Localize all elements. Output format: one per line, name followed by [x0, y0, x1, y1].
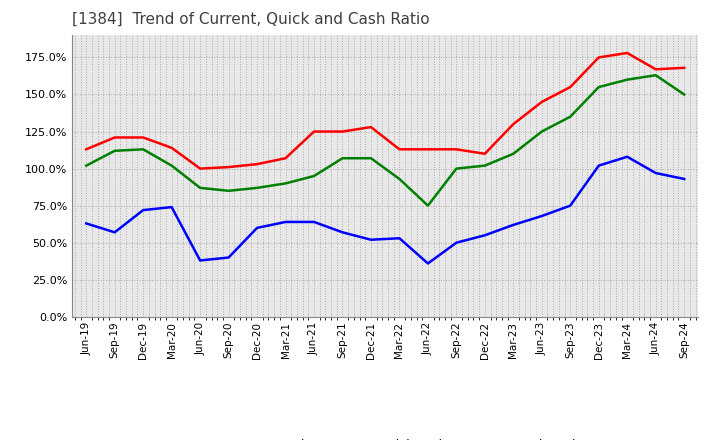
Current Ratio [167, 145, 176, 150]
Cash Ratio [366, 237, 375, 242]
Cash Ratio [623, 154, 631, 159]
Quick Ratio [139, 147, 148, 152]
Cash Ratio [253, 225, 261, 231]
Line: Current Ratio: Current Ratio [86, 53, 684, 169]
Quick Ratio [509, 151, 518, 156]
Cash Ratio [225, 255, 233, 260]
Current Ratio [680, 65, 688, 70]
Quick Ratio [452, 166, 461, 171]
Cash Ratio [282, 219, 290, 224]
Legend: Current Ratio, Quick Ratio, Cash Ratio: Current Ratio, Quick Ratio, Cash Ratio [182, 434, 588, 440]
Quick Ratio [680, 92, 688, 97]
Cash Ratio [167, 205, 176, 210]
Current Ratio [395, 147, 404, 152]
Cash Ratio [395, 235, 404, 241]
Cash Ratio [680, 176, 688, 182]
Quick Ratio [282, 181, 290, 186]
Current Ratio [338, 129, 347, 134]
Quick Ratio [338, 156, 347, 161]
Quick Ratio [595, 84, 603, 90]
Cash Ratio [423, 261, 432, 266]
Current Ratio [225, 165, 233, 170]
Line: Quick Ratio: Quick Ratio [86, 75, 684, 205]
Cash Ratio [480, 233, 489, 238]
Current Ratio [452, 147, 461, 152]
Quick Ratio [623, 77, 631, 82]
Cash Ratio [82, 221, 91, 226]
Cash Ratio [110, 230, 119, 235]
Cash Ratio [196, 258, 204, 263]
Quick Ratio [167, 163, 176, 168]
Cash Ratio [652, 170, 660, 176]
Current Ratio [509, 121, 518, 127]
Cash Ratio [537, 213, 546, 219]
Cash Ratio [338, 230, 347, 235]
Quick Ratio [196, 185, 204, 191]
Current Ratio [652, 66, 660, 72]
Current Ratio [282, 156, 290, 161]
Current Ratio [310, 129, 318, 134]
Current Ratio [196, 166, 204, 171]
Current Ratio [480, 151, 489, 156]
Quick Ratio [395, 176, 404, 182]
Quick Ratio [253, 185, 261, 191]
Quick Ratio [652, 73, 660, 78]
Quick Ratio [82, 163, 91, 168]
Quick Ratio [225, 188, 233, 194]
Current Ratio [82, 147, 91, 152]
Current Ratio [566, 84, 575, 90]
Quick Ratio [423, 203, 432, 208]
Quick Ratio [537, 129, 546, 134]
Quick Ratio [310, 173, 318, 179]
Current Ratio [423, 147, 432, 152]
Current Ratio [623, 50, 631, 55]
Cash Ratio [310, 219, 318, 224]
Current Ratio [139, 135, 148, 140]
Line: Cash Ratio: Cash Ratio [86, 157, 684, 264]
Cash Ratio [139, 207, 148, 213]
Text: [1384]  Trend of Current, Quick and Cash Ratio: [1384] Trend of Current, Quick and Cash … [72, 12, 430, 27]
Cash Ratio [452, 240, 461, 246]
Current Ratio [253, 161, 261, 167]
Cash Ratio [509, 222, 518, 227]
Current Ratio [595, 55, 603, 60]
Current Ratio [110, 135, 119, 140]
Quick Ratio [480, 163, 489, 168]
Quick Ratio [566, 114, 575, 119]
Quick Ratio [366, 156, 375, 161]
Cash Ratio [595, 163, 603, 168]
Current Ratio [366, 125, 375, 130]
Cash Ratio [566, 203, 575, 208]
Current Ratio [537, 99, 546, 105]
Quick Ratio [110, 148, 119, 154]
